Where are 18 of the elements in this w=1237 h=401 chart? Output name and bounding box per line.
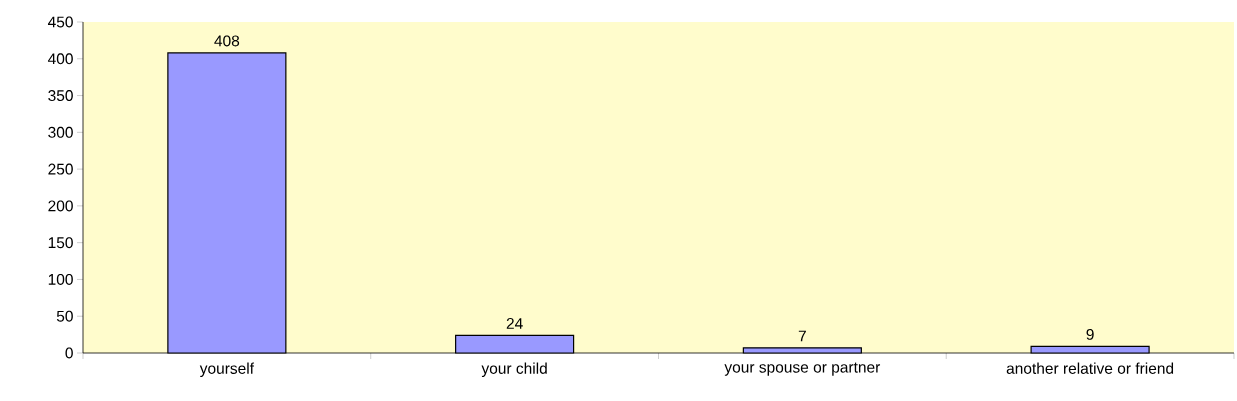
y-tick-label: 300	[48, 126, 73, 138]
y-tick-label: 450	[47, 16, 73, 28]
y-tick-label: 50	[56, 310, 73, 322]
x-tick-label: your child	[481, 362, 547, 377]
y-tick-label: 250	[48, 163, 73, 175]
x-tick-label: your spouse or partner	[724, 362, 881, 376]
y-tick-label: 150	[48, 237, 73, 249]
y-tick-label: 350	[48, 90, 73, 102]
x-tick-label: another relative or friend	[1006, 362, 1174, 374]
data-label: 7	[798, 330, 806, 342]
data-label: 24	[506, 318, 523, 329]
data-label: 408	[214, 35, 240, 47]
y-tick-label: 400	[47, 53, 73, 65]
y-tick-label: 0	[65, 347, 73, 359]
y-tick-label: 200	[48, 200, 73, 212]
data-label: 9	[1086, 328, 1094, 340]
y-tick-label: 100	[48, 273, 73, 285]
x-tick-label: yourself	[199, 362, 255, 377]
